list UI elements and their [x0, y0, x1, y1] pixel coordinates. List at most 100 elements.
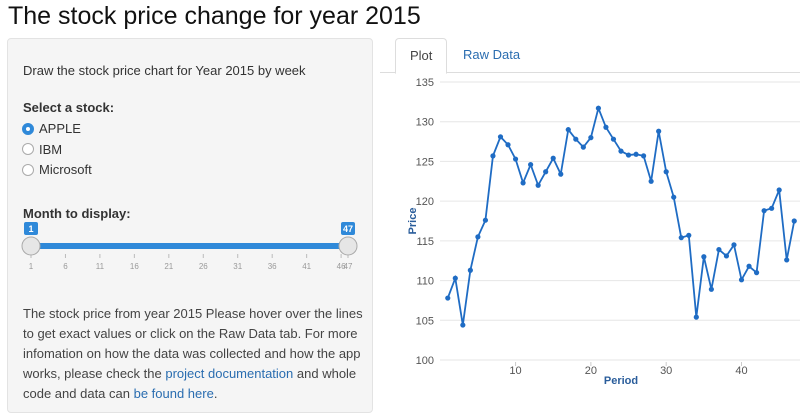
data-point — [550, 155, 556, 161]
text: and whole code and data can — [23, 366, 357, 401]
x-tick-label: 10 — [509, 365, 521, 377]
data-point — [565, 127, 571, 133]
y-tick-label: 110 — [416, 276, 434, 288]
link[interactable]: project documentation — [165, 366, 294, 381]
data-point — [633, 151, 639, 157]
data-point — [731, 242, 737, 248]
data-point — [603, 124, 609, 130]
radio-label: APPLE — [39, 121, 81, 136]
data-point — [640, 153, 647, 159]
x-axis-title: Period — [604, 375, 638, 387]
x-tick-label: 30 — [660, 365, 672, 377]
data-point — [452, 275, 458, 281]
data-point — [580, 144, 586, 150]
data-point — [543, 169, 549, 175]
radio-option[interactable]: IBM — [22, 142, 62, 157]
data-point — [791, 218, 797, 224]
data-point — [445, 295, 451, 301]
data-point — [671, 194, 677, 200]
data-point — [716, 246, 722, 253]
data-point — [490, 153, 496, 159]
data-point — [746, 263, 752, 269]
data-point — [497, 134, 504, 140]
data-point — [520, 180, 526, 186]
data-point — [625, 152, 632, 158]
radio-option[interactable]: Microsoft — [22, 162, 92, 177]
data-line — [446, 105, 796, 326]
slider-handle[interactable] — [21, 236, 41, 256]
slider-value: 47 — [343, 224, 353, 234]
data-point — [769, 205, 775, 211]
data-point — [618, 148, 624, 154]
y-tick-label: 100 — [416, 355, 434, 367]
radio-label: IBM — [39, 141, 63, 157]
slider-value: 1 — [28, 224, 33, 234]
data-point — [460, 322, 466, 328]
help-text: The stock price from year 2015 Please ho… — [23, 304, 363, 404]
text: . — [213, 386, 218, 401]
data-point — [663, 169, 669, 175]
slider-tick-label: 21 — [164, 262, 173, 271]
radio-label: Microsoft — [39, 162, 92, 177]
slider-tick-label: 16 — [130, 262, 139, 271]
sidebar: Draw the stock price chart for Year 2015… — [7, 38, 373, 413]
y-tick-label: 125 — [416, 156, 434, 168]
data-point — [528, 162, 534, 168]
slider-tick-label: 36 — [268, 262, 277, 271]
data-point — [505, 142, 511, 148]
data-point — [573, 136, 579, 142]
data-point — [535, 182, 541, 188]
x-tick-label: 40 — [735, 365, 747, 377]
tab[interactable]: Plot — [395, 38, 448, 74]
link[interactable]: be found here — [133, 386, 214, 401]
data-point — [482, 217, 489, 223]
data-point — [595, 105, 602, 111]
y-axis-title: Price — [407, 208, 419, 235]
data-point — [701, 254, 707, 260]
data-point — [588, 135, 594, 141]
input-label: Select a stock: — [23, 100, 115, 115]
text: The stock price from year 2015 Please ho… — [23, 306, 363, 381]
slider-badge — [24, 222, 38, 235]
data-point — [708, 286, 714, 292]
data-point — [648, 178, 654, 184]
data-point — [475, 234, 481, 240]
slider-range — [31, 243, 348, 249]
y-tick-label: 135 — [416, 77, 434, 89]
radio-option[interactable]: APPLE — [22, 121, 81, 136]
data-point — [610, 136, 617, 142]
radio-button — [22, 122, 34, 135]
x-tick-label: 20 — [585, 365, 597, 377]
slider-tick-label: 47 — [344, 262, 353, 271]
slider-tick-label: 41 — [302, 262, 311, 271]
data-point — [738, 277, 745, 283]
y-tick-label: 130 — [416, 117, 434, 129]
data-point — [656, 128, 662, 134]
data-point — [558, 171, 564, 177]
y-tick-label: 115 — [416, 236, 434, 248]
slider-tick-label: 26 — [199, 262, 208, 271]
slider-tick-label: 11 — [96, 262, 105, 271]
data-point — [784, 257, 790, 263]
data-point — [512, 156, 519, 162]
data-point — [761, 208, 767, 214]
slider-tick-label: 46 — [337, 262, 346, 271]
data-point — [693, 314, 699, 320]
y-tick-label: 105 — [416, 315, 434, 327]
tab-bar: Plot Raw Data — [380, 38, 800, 74]
slider-tick-label: 6 — [63, 262, 68, 271]
data-point — [723, 253, 730, 259]
data-point — [467, 267, 473, 273]
slider-handle[interactable] — [338, 236, 358, 256]
input-label: Month to display: — [23, 206, 131, 221]
data-point — [753, 270, 760, 276]
radio-button — [22, 143, 34, 155]
description: Draw the stock price chart for Year 2015… — [23, 63, 306, 78]
radio-button — [22, 163, 34, 176]
tab[interactable]: Raw Data — [463, 47, 521, 62]
data-point — [678, 235, 684, 241]
page-title: The stock price change for year 2015 — [8, 2, 421, 30]
